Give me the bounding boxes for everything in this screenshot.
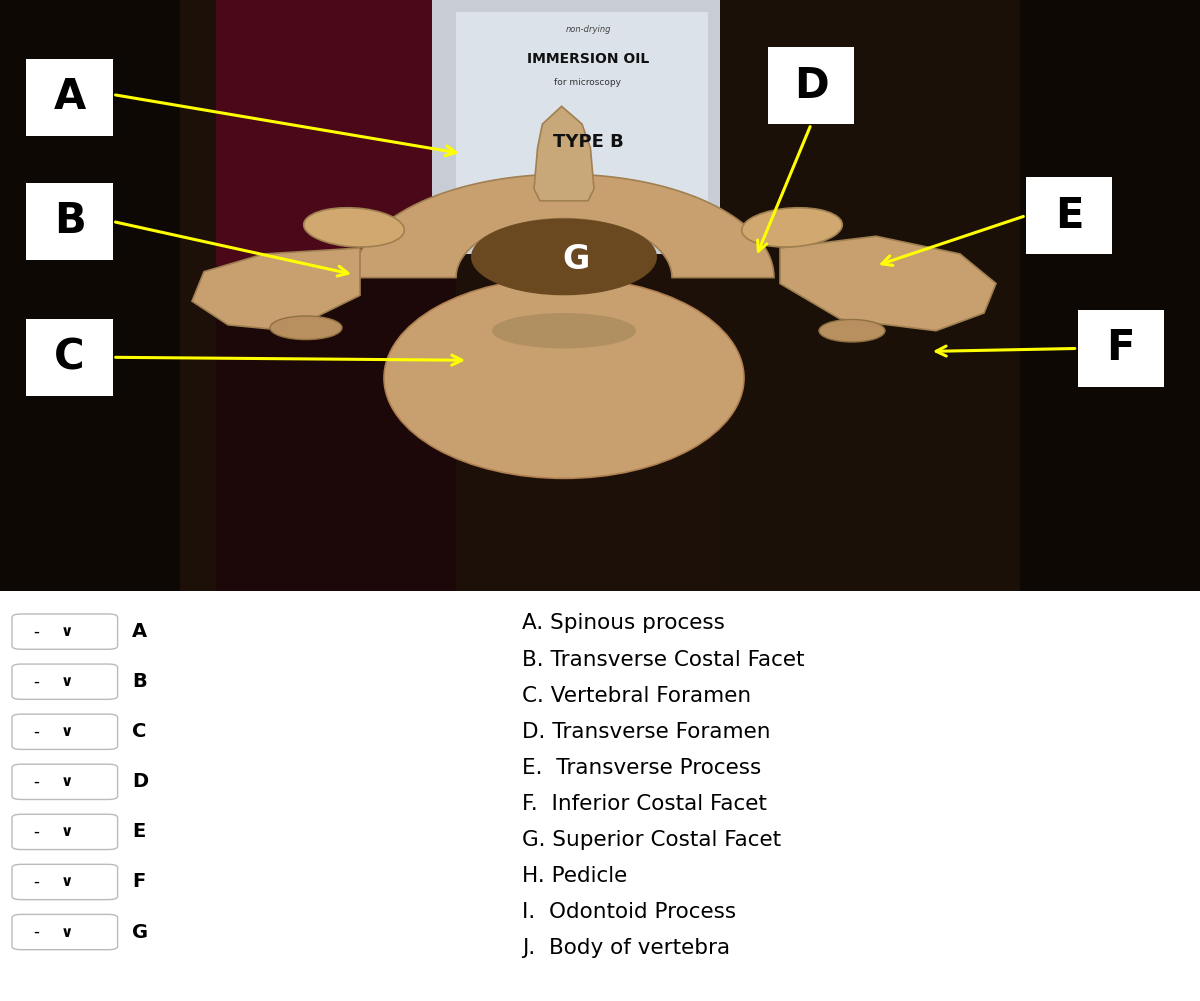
Text: B: B xyxy=(132,673,146,692)
Text: -: - xyxy=(34,673,40,691)
FancyBboxPatch shape xyxy=(12,614,118,650)
Ellipse shape xyxy=(304,208,404,247)
Text: for microscopy: for microscopy xyxy=(554,78,622,87)
Text: -: - xyxy=(34,873,40,891)
Bar xyxy=(1020,0,1200,591)
FancyBboxPatch shape xyxy=(12,914,118,950)
FancyBboxPatch shape xyxy=(26,319,113,395)
FancyBboxPatch shape xyxy=(26,183,113,260)
Bar xyxy=(216,265,456,591)
Text: -: - xyxy=(34,773,40,791)
Ellipse shape xyxy=(384,277,744,478)
Text: ∨: ∨ xyxy=(61,625,73,639)
Text: ∨: ∨ xyxy=(61,875,73,890)
Text: ∨: ∨ xyxy=(61,825,73,840)
Text: C: C xyxy=(54,336,85,378)
Text: A. Spinous process: A. Spinous process xyxy=(522,614,725,634)
FancyBboxPatch shape xyxy=(12,764,118,800)
Ellipse shape xyxy=(470,218,658,295)
Text: C. Vertebral Foramen: C. Vertebral Foramen xyxy=(522,686,751,706)
Text: -: - xyxy=(34,723,40,741)
Polygon shape xyxy=(192,248,360,330)
Polygon shape xyxy=(354,174,774,277)
Text: D: D xyxy=(132,773,148,792)
Bar xyxy=(432,0,720,254)
FancyBboxPatch shape xyxy=(1026,177,1112,254)
Bar xyxy=(0,0,180,591)
Text: J.  Body of vertebra: J. Body of vertebra xyxy=(522,939,730,959)
Text: A: A xyxy=(54,76,85,118)
Text: D. Transverse Foramen: D. Transverse Foramen xyxy=(522,722,770,742)
Text: H. Pedicle: H. Pedicle xyxy=(522,866,628,886)
Text: G: G xyxy=(563,243,589,276)
Text: A: A xyxy=(132,623,148,641)
Text: non-drying: non-drying xyxy=(565,25,611,34)
Text: E: E xyxy=(132,823,145,842)
Bar xyxy=(456,12,708,236)
Text: B. Transverse Costal Facet: B. Transverse Costal Facet xyxy=(522,650,804,670)
Text: E: E xyxy=(1055,194,1084,236)
FancyBboxPatch shape xyxy=(768,47,854,124)
Text: I.  Odontoid Process: I. Odontoid Process xyxy=(522,902,736,922)
FancyBboxPatch shape xyxy=(12,864,118,900)
Text: -: - xyxy=(34,823,40,841)
Bar xyxy=(216,0,456,265)
Text: TYPE B: TYPE B xyxy=(553,133,623,151)
Ellipse shape xyxy=(742,208,842,247)
Text: ∨: ∨ xyxy=(61,775,73,790)
Text: G. Superior Costal Facet: G. Superior Costal Facet xyxy=(522,830,781,850)
Text: ∨: ∨ xyxy=(61,675,73,690)
Polygon shape xyxy=(534,106,594,201)
Text: C: C xyxy=(132,723,146,742)
Text: -: - xyxy=(34,623,40,641)
FancyBboxPatch shape xyxy=(1078,310,1164,386)
Ellipse shape xyxy=(818,319,886,342)
Text: G: G xyxy=(132,923,148,942)
FancyBboxPatch shape xyxy=(26,59,113,136)
Text: F: F xyxy=(1106,327,1135,369)
Text: B: B xyxy=(54,200,85,242)
FancyBboxPatch shape xyxy=(12,814,118,850)
Ellipse shape xyxy=(492,313,636,348)
Text: E.  Transverse Process: E. Transverse Process xyxy=(522,758,761,778)
Text: IMMERSION OIL: IMMERSION OIL xyxy=(527,52,649,66)
Text: F: F xyxy=(132,873,145,892)
Text: D: D xyxy=(794,65,828,107)
Ellipse shape xyxy=(270,316,342,339)
Text: F.  Inferior Costal Facet: F. Inferior Costal Facet xyxy=(522,794,767,814)
Polygon shape xyxy=(780,236,996,330)
FancyBboxPatch shape xyxy=(12,664,118,700)
Text: ∨: ∨ xyxy=(61,725,73,740)
FancyBboxPatch shape xyxy=(12,714,118,750)
Text: ∨: ∨ xyxy=(61,925,73,940)
Text: -: - xyxy=(34,923,40,941)
Bar xyxy=(720,0,1020,591)
